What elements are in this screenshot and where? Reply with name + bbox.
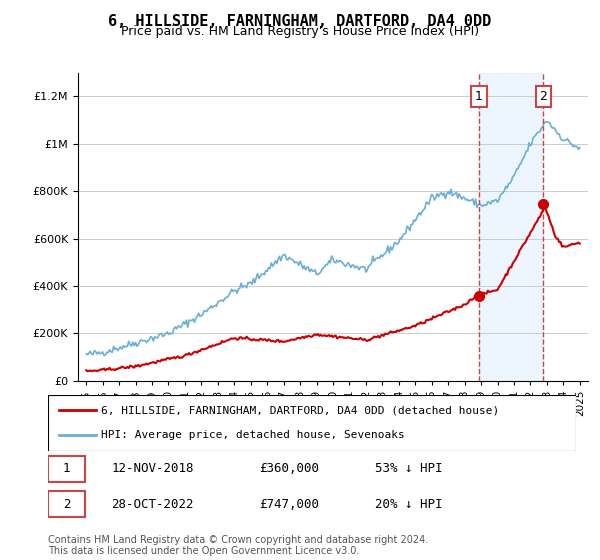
Text: Contains HM Land Registry data © Crown copyright and database right 2024.
This d: Contains HM Land Registry data © Crown c… [48,535,428,557]
Text: 12-NOV-2018: 12-NOV-2018 [112,463,194,475]
FancyBboxPatch shape [48,491,85,517]
Text: 1: 1 [475,90,483,103]
Bar [479,73,544,381]
Text: 1: 1 [63,463,70,475]
Text: 6, HILLSIDE, FARNINGHAM, DARTFORD, DA4 0DD (detached house): 6, HILLSIDE, FARNINGHAM, DARTFORD, DA4 0… [101,405,499,416]
Text: Price paid vs. HM Land Registry's House Price Index (HPI): Price paid vs. HM Land Registry's House … [121,25,479,38]
Text: 20% ↓ HPI: 20% ↓ HPI [376,497,443,511]
Text: 2: 2 [539,90,547,103]
Text: 53% ↓ HPI: 53% ↓ HPI [376,463,443,475]
FancyBboxPatch shape [48,456,85,482]
Text: 6, HILLSIDE, FARNINGHAM, DARTFORD, DA4 0DD: 6, HILLSIDE, FARNINGHAM, DARTFORD, DA4 0… [109,14,491,29]
Text: 28-OCT-2022: 28-OCT-2022 [112,497,194,511]
Text: HPI: Average price, detached house, Sevenoaks: HPI: Average price, detached house, Seve… [101,430,404,440]
FancyBboxPatch shape [48,395,576,451]
Text: 2: 2 [63,497,70,511]
Text: £360,000: £360,000 [259,463,319,475]
Text: £747,000: £747,000 [259,497,319,511]
